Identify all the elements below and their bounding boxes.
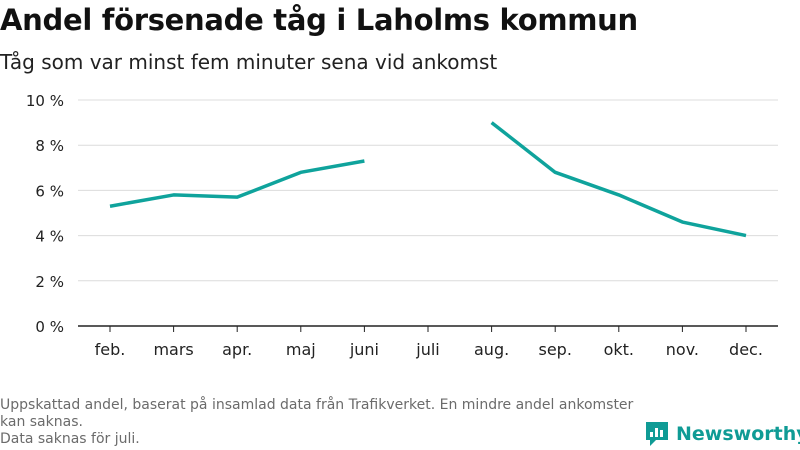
footnote-line: Data saknas för juli. [0,431,140,447]
x-tick-label: juni [349,340,379,359]
series-line [109,159,365,208]
x-tick-label: apr. [222,340,252,359]
data-point [299,171,302,174]
y-tick-label: 2 % [35,273,64,291]
data-point [681,221,684,224]
footnote-line: Uppskattad andel, baserat på insamlad da… [0,397,634,430]
data-point [172,193,175,196]
x-tick-label: okt. [604,340,634,359]
data-point [745,234,748,237]
chart-subtitle: Tåg som var minst fem minuter sena vid a… [0,50,498,74]
data-point [236,196,239,199]
footnote: Uppskattad andel, baserat på insamlad da… [0,397,640,448]
y-tick-label: 4 % [35,228,64,246]
x-tick-label: sep. [538,340,571,359]
data-point [490,121,493,124]
series-line [490,121,747,238]
brand-name: Newsworthy [676,423,800,445]
data-point [554,171,557,174]
chart-title: Andel försenade tåg i Laholms kommun [0,3,638,37]
x-tick-label: mars [153,340,193,359]
y-tick-label: 10 % [26,92,64,110]
x-tick-label: aug. [474,340,509,359]
data-point [109,205,112,208]
x-tick-label: juli [415,340,439,359]
data-point [617,193,620,196]
data-point [363,160,366,163]
newsworthy-logo-icon [646,422,668,446]
y-tick-label: 8 % [35,137,64,155]
x-tick-label: dec. [729,340,763,359]
x-tick-label: nov. [666,340,699,359]
x-tick-label: feb. [95,340,126,359]
brand: Newsworthy [644,420,800,448]
y-tick-label: 6 % [35,182,64,200]
y-tick-label: 0 % [35,318,64,336]
x-tick-label: maj [286,340,316,359]
